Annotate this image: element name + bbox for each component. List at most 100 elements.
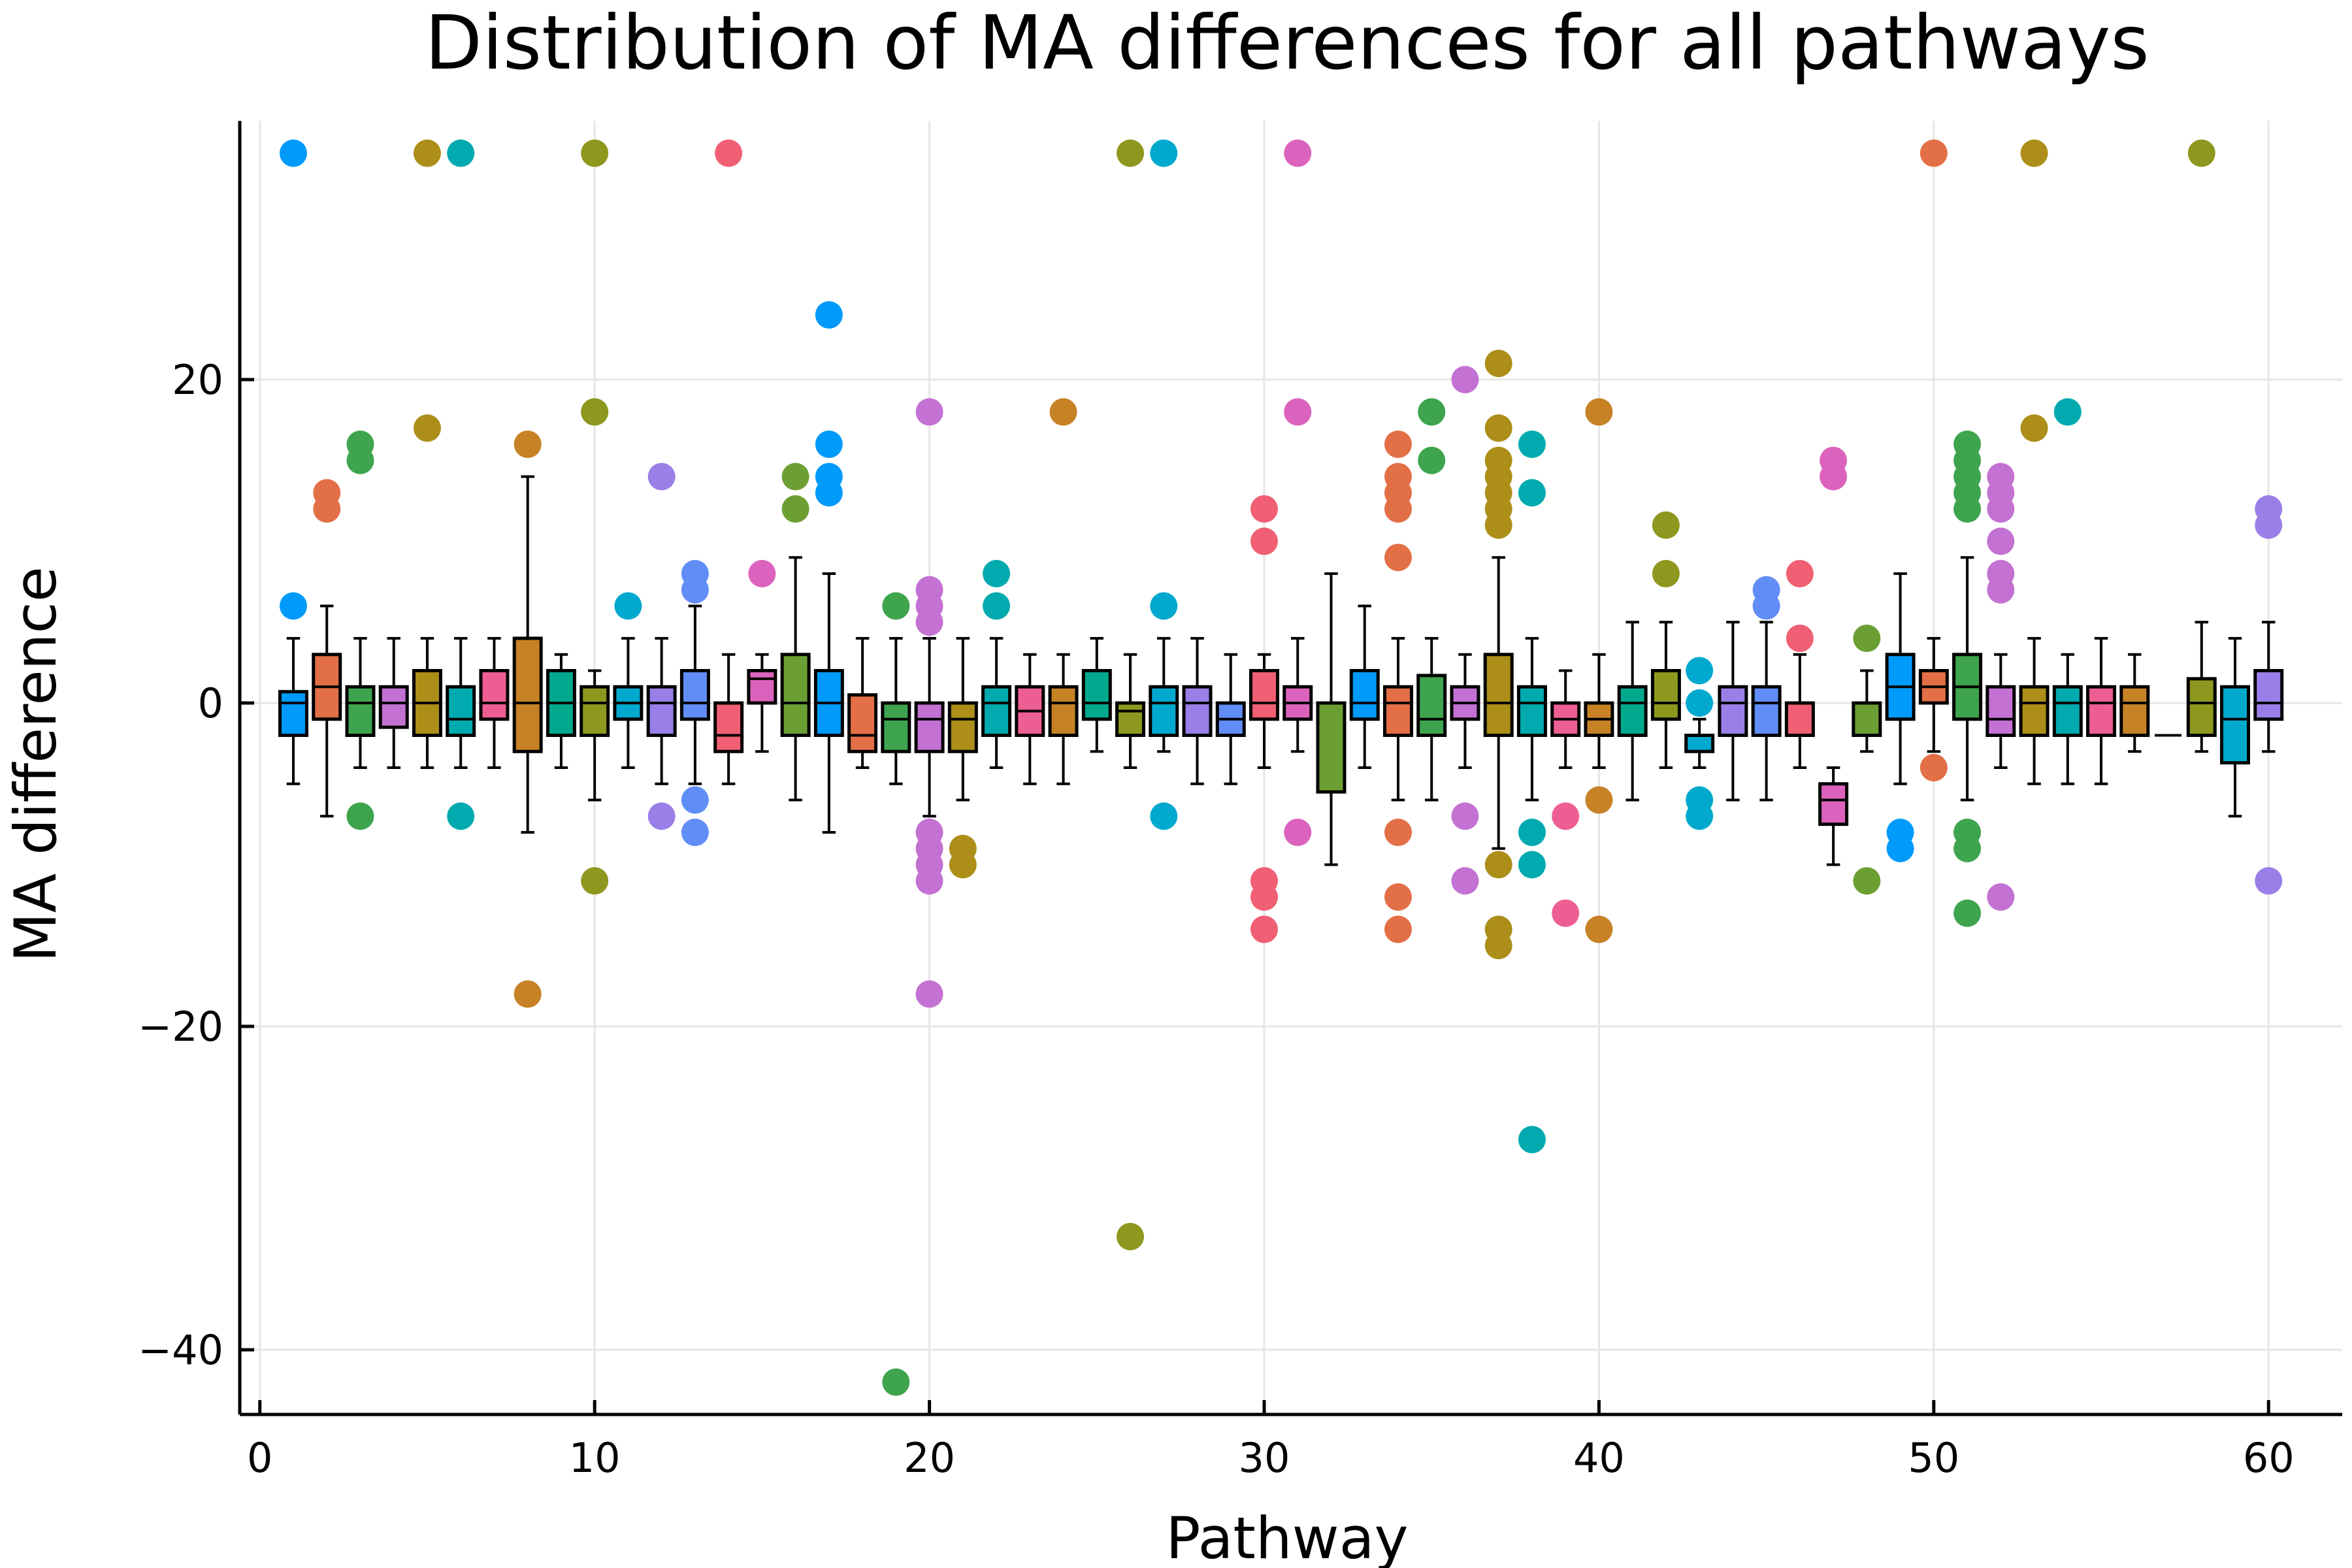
outlier-point [1150, 802, 1178, 830]
outlier-point [2255, 867, 2283, 895]
x-tick-label: 10 [569, 1434, 621, 1482]
outlier-point [1686, 657, 1714, 685]
outlier-point [1484, 350, 1512, 378]
outlier-point [1484, 414, 1512, 442]
outlier-point [514, 980, 542, 1008]
outlier-point [2187, 139, 2215, 167]
x-tick-label: 20 [904, 1434, 955, 1482]
outlier-point [279, 139, 307, 167]
outlier-point [1117, 139, 1145, 167]
box [2253, 669, 2284, 721]
outlier-point [949, 851, 977, 879]
outlier-point [1786, 560, 1814, 587]
outlier-point [1150, 139, 1178, 167]
outlier-point [1552, 899, 1580, 927]
outlier-point [313, 495, 341, 523]
outlier-point [882, 1368, 910, 1396]
outlier-point [1585, 915, 1613, 943]
box [914, 701, 945, 753]
outlier-point [681, 819, 709, 846]
outlier-point [1384, 495, 1412, 523]
box [1852, 701, 1882, 737]
box [1650, 669, 1681, 721]
box [580, 685, 610, 737]
outlier-point [815, 431, 843, 458]
outlier-point [1384, 544, 1412, 572]
outlier-point [413, 414, 441, 442]
outlier-point [1752, 592, 1780, 620]
outlier-point [1518, 851, 1546, 879]
box [2186, 677, 2217, 737]
outlier-point [1686, 689, 1714, 717]
outlier-point [1284, 819, 1312, 846]
outlier-point [647, 802, 676, 830]
box [679, 669, 710, 721]
tick-labels: 0 10 20 30 40 50 60 −40 −20 0 20 [138, 356, 2295, 1482]
box [780, 653, 811, 737]
outlier-point [1987, 883, 2015, 911]
box [1081, 669, 1112, 721]
outlier-point [1484, 932, 1512, 960]
outlier-point [1384, 431, 1412, 458]
box [446, 685, 476, 737]
box [1483, 653, 1514, 737]
box [479, 669, 510, 721]
outlier-point [1953, 899, 1982, 927]
outlier-point [1518, 819, 1546, 846]
outlier-point [581, 398, 609, 426]
box [1751, 685, 1782, 737]
outlier-point [1518, 1126, 1546, 1154]
outlier-point [983, 560, 1011, 587]
box [646, 685, 677, 737]
outlier-point [279, 592, 307, 620]
outlier-point [1853, 867, 1881, 895]
outlier-point [1418, 446, 1446, 474]
x-axis-label: Pathway [1166, 1505, 1408, 1568]
x-tick-label: 50 [1908, 1434, 1959, 1482]
box [1316, 701, 1347, 794]
outlier-point [815, 301, 843, 329]
x-tick-label: 30 [1239, 1434, 1290, 1482]
box [1416, 674, 1447, 738]
box [2220, 685, 2251, 765]
outlier-point [514, 431, 542, 458]
box [1985, 685, 2016, 737]
box [1684, 734, 1715, 753]
outlier-point [1484, 851, 1512, 879]
box [1182, 685, 1213, 737]
outlier-point [681, 786, 709, 814]
outlier-point [983, 592, 1011, 620]
box [1617, 685, 1648, 737]
box [1818, 782, 1849, 826]
outlier-point [781, 495, 809, 523]
box [1382, 685, 1413, 737]
outlier-point [1418, 398, 1446, 426]
box [1718, 685, 1748, 737]
box [2086, 685, 2117, 737]
outlier-point [1552, 802, 1580, 830]
outlier-point [447, 139, 475, 167]
outlier-point [1250, 915, 1279, 943]
box [2052, 685, 2083, 737]
outlier-point [1919, 139, 1948, 167]
outlier-point [1987, 576, 2015, 604]
outlier-point [1484, 511, 1512, 539]
outlier-point [1250, 883, 1279, 911]
outlier-point [1686, 802, 1714, 830]
box [713, 701, 744, 753]
outlier-point [1652, 511, 1680, 539]
outlier-point [748, 560, 776, 587]
outlier-point [1451, 802, 1479, 830]
box [1784, 701, 1815, 737]
x-tick-label: 60 [2243, 1434, 2295, 1482]
outlier-point [781, 463, 809, 491]
box [2119, 685, 2150, 737]
outlier-points [279, 139, 2283, 1396]
box [278, 690, 308, 738]
outlier-point [1518, 431, 1546, 458]
outlier-point [1886, 834, 1914, 862]
outlier-point [715, 139, 743, 167]
outlier-point [2020, 139, 2048, 167]
